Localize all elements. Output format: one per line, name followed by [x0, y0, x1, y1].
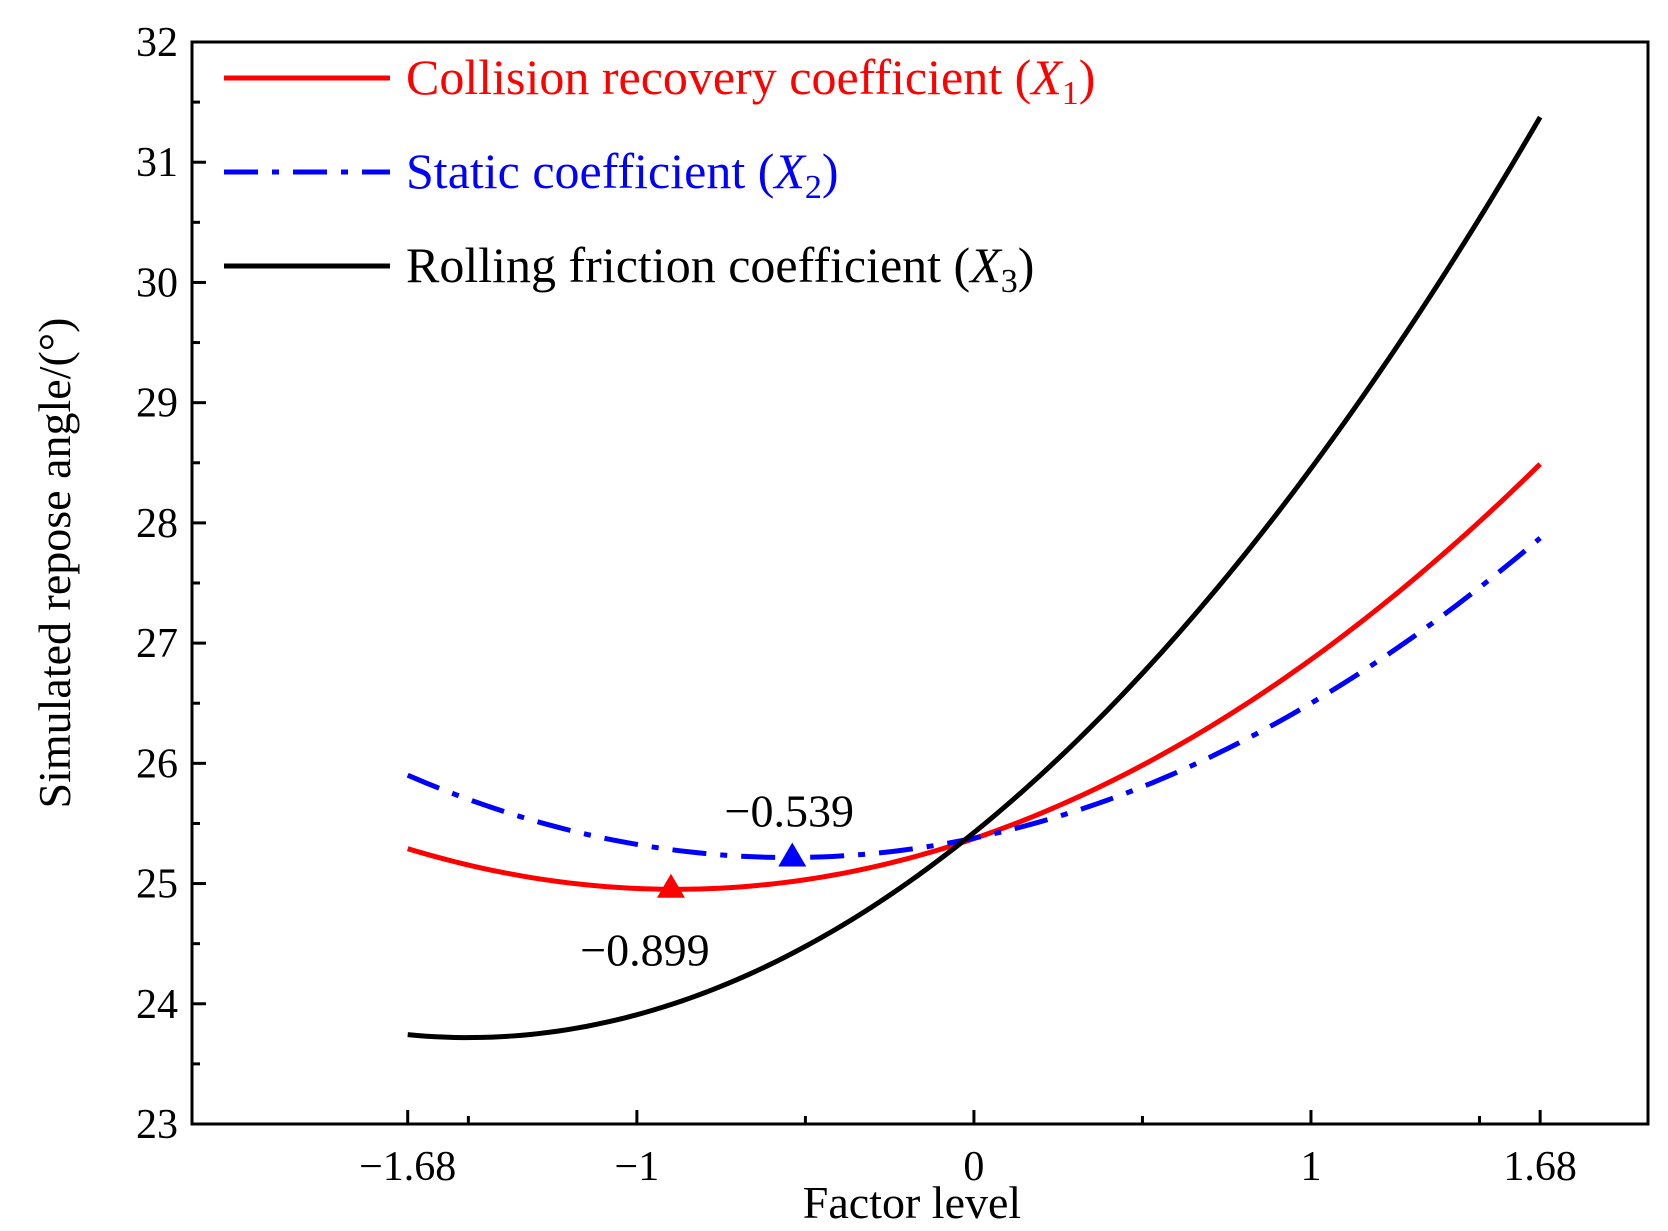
legend-series-symbol: X [772, 143, 807, 199]
legend: Collision recovery coefficient (X1) Stati… [224, 49, 1095, 300]
min-marker-label-2: −0.539 [725, 785, 854, 836]
y-tick-label: 32 [136, 20, 178, 66]
y-tick-label: 24 [136, 982, 178, 1028]
min-marker-1 [656, 873, 685, 898]
y-tick-label: 27 [136, 621, 178, 667]
y-tick-label: 26 [136, 741, 178, 787]
x-tick-label: −1.68 [359, 1144, 456, 1190]
min-markers: −0.899 −0.539 [580, 785, 854, 975]
y-tick-label: 31 [136, 140, 178, 186]
legend-series-subscript: 2 [805, 169, 822, 206]
legend-series-name: Collision recovery coefficient [406, 49, 1002, 105]
x-tick-label: 0 [963, 1144, 984, 1190]
plot-lines [406, 115, 1543, 1041]
x-axis-title: Factor level [803, 1177, 1021, 1228]
legend-series-name: Static coefficient [406, 143, 745, 199]
legend-series-name: Rolling friction coefficient [406, 237, 941, 293]
legend-series-subscript: 3 [1001, 263, 1018, 300]
y-tick-label: 29 [136, 381, 178, 427]
series-line-2 [406, 536, 1542, 861]
y-tick-label: 30 [136, 260, 178, 306]
plot-frame-rect [190, 40, 1650, 1126]
series-line-3 [407, 115, 1543, 1041]
min-marker-2 [778, 842, 807, 867]
min-marker-label-1: −0.899 [580, 925, 709, 976]
series-line-1 [406, 462, 1542, 892]
y-tick-label: 23 [136, 1102, 178, 1148]
legend-label-2: Static coefficient (X2) [406, 143, 839, 206]
legend-series-subscript: 1 [1062, 75, 1079, 112]
y-tick-label: 25 [136, 862, 178, 908]
x-tick-label: −1 [615, 1144, 660, 1190]
y-axis-title: Simulated repose angle/(°) [29, 317, 80, 808]
plot-frame [190, 40, 1650, 1126]
legend-series-symbol: X [1029, 49, 1064, 105]
legend-label-3: Rolling friction coefficient (X3) [406, 237, 1034, 300]
legend-label-1: Collision recovery coefficient (X1) [406, 49, 1095, 112]
y-tick-label: 28 [136, 501, 178, 547]
legend-series-symbol: X [968, 237, 1003, 293]
x-tick-label: 1 [1300, 1144, 1321, 1190]
x-tick-label: 1.68 [1503, 1144, 1577, 1190]
